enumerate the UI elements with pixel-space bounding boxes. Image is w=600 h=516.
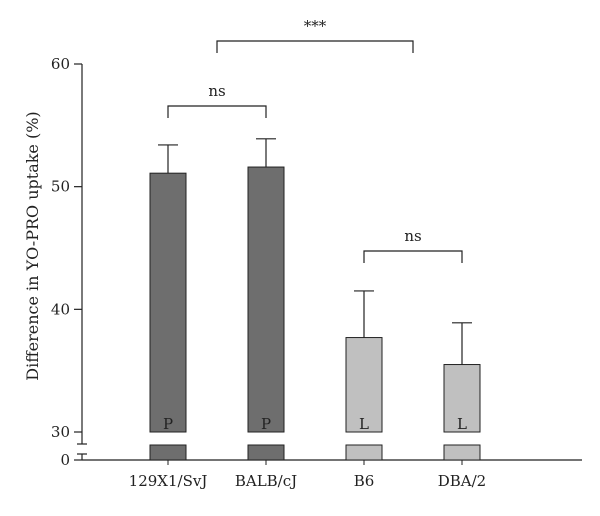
significance-bracket: [167, 105, 267, 118]
bar: [149, 172, 187, 433]
bar-letter-label: L: [359, 415, 369, 433]
y-tick-label: 0: [60, 451, 70, 469]
significance-bracket: [363, 250, 463, 263]
bar-base: [345, 444, 383, 461]
bar-letter-label: P: [163, 415, 173, 433]
bar: [443, 364, 481, 433]
x-tick-label: BALB/cJ: [235, 472, 297, 490]
bar-letter-label: P: [261, 415, 271, 433]
bar-base: [247, 444, 285, 461]
bar-base: [149, 444, 187, 461]
significance-bracket: [216, 40, 414, 53]
bar-base: [443, 444, 481, 461]
y-axis-label: Difference in YO-PRO uptake (%): [23, 111, 42, 380]
x-tick-label: B6: [354, 472, 375, 490]
y-tick-label: 30: [51, 423, 70, 441]
bar: [247, 166, 285, 433]
x-tick-label: 129X1/SvJ: [129, 472, 208, 490]
x-tick-label: DBA/2: [438, 472, 486, 490]
bar-letter-label: L: [457, 415, 467, 433]
y-tick-label: 50: [51, 178, 70, 196]
bar: [345, 337, 383, 433]
significance-label: ns: [404, 227, 421, 245]
y-tick-label: 60: [51, 55, 70, 73]
significance-label: ns: [208, 82, 225, 100]
significance-label: ***: [304, 17, 327, 35]
y-tick-label: 40: [51, 300, 70, 318]
